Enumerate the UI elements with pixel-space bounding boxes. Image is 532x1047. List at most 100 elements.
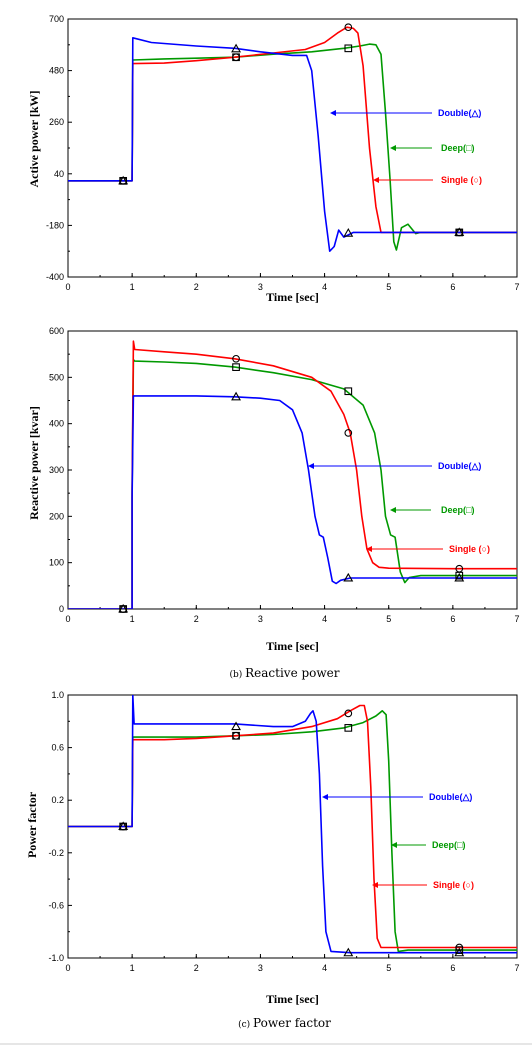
series-line-circle: [68, 26, 517, 234]
annotation-label: Single (○): [433, 880, 474, 890]
circle-marker: [344, 709, 353, 718]
x-tick-label: 0: [65, 282, 70, 292]
annotation-label: Deep(□): [432, 840, 465, 850]
square-marker: [344, 724, 353, 732]
chart-panel: 0 1 2 3 4 5 6 7 0 100 200 300 400 500 600 Time [sec] Rea…: [27, 326, 520, 680]
x-tick-label: 7: [514, 963, 519, 973]
series-line-triangle: [68, 37, 517, 252]
caption-text: Reactive power: [245, 666, 340, 680]
y-tick-label: -180: [46, 220, 64, 230]
x-tick-label: 5: [386, 282, 391, 292]
panel-caption: (b) Reactive power: [229, 666, 339, 680]
annotation-label: Double(△): [438, 108, 481, 118]
series-line-square: [68, 43, 517, 251]
y-tick-label: 0: [59, 604, 64, 614]
x-tick-label: 1: [130, 614, 135, 624]
triangle-marker: [231, 43, 242, 53]
x-tick-label: 3: [258, 963, 263, 973]
square-marker: [232, 363, 240, 371]
annotation-label: Double(△): [429, 792, 472, 802]
triangle-marker: [343, 572, 354, 582]
x-tick-label: 5: [386, 963, 391, 973]
square-marker: [344, 44, 353, 53]
x-tick-label: 2: [194, 963, 199, 973]
plot-frame: [67, 330, 518, 610]
x-tick-label: 3: [258, 282, 263, 292]
x-tick-label: 1: [130, 282, 135, 292]
square-marker: [119, 822, 128, 831]
x-tick-label: 7: [514, 282, 519, 292]
triangle-marker: [454, 947, 465, 957]
square-marker: [455, 946, 464, 954]
annotation-arrowhead: [308, 463, 314, 469]
square-marker: [232, 53, 240, 62]
square-marker: [119, 176, 128, 185]
y-tick-label: 100: [49, 558, 64, 568]
y-axis-label: Active power [kW]: [27, 90, 41, 187]
y-tick-label: 200: [49, 511, 64, 521]
annotation-arrowhead: [373, 177, 379, 183]
annotation-arrowhead: [372, 882, 378, 888]
y-axis-label: Power factor: [25, 791, 39, 858]
annotation-label: Double(△): [438, 461, 481, 471]
annotation-arrowhead: [390, 507, 396, 513]
x-tick-label: 4: [322, 282, 327, 292]
y-tick-label: 600: [49, 326, 64, 336]
chart-panel: 0 1 2 3 4 5 6 7 -400 -180 40 260 480 700 Time [sec] Act…: [27, 14, 520, 348]
y-axis-label: Reactive power [kvar]: [27, 406, 41, 520]
caption-text: Power factor: [253, 1016, 331, 1030]
caption-letter: (c): [238, 1019, 253, 1030]
y-tick-label: -400: [46, 272, 64, 282]
x-tick-label: 6: [450, 282, 455, 292]
annotation-label: Single (○): [449, 544, 490, 554]
x-axis-label: Time [sec]: [266, 992, 319, 1006]
x-tick-label: 1: [130, 963, 135, 973]
triangle-marker: [454, 572, 465, 582]
square-marker: [455, 571, 464, 580]
annotation-arrowhead: [391, 842, 397, 848]
triangle-marker: [231, 391, 242, 401]
annotation-arrowhead: [390, 145, 396, 151]
plot-frame: [67, 18, 518, 278]
y-tick-label: 1.0: [51, 690, 64, 700]
caption-letter: (b): [229, 669, 245, 680]
series-line-triangle: [68, 395, 517, 609]
circle-marker: [344, 23, 353, 32]
x-tick-label: 4: [322, 614, 327, 624]
annotation-label: Single (○): [441, 175, 482, 185]
x-tick-label: 4: [322, 963, 327, 973]
annotation-label: Deep(□): [441, 143, 474, 153]
x-tick-label: 3: [258, 614, 263, 624]
square-marker: [344, 387, 353, 396]
y-tick-label: 480: [49, 66, 64, 76]
triangle-marker: [343, 228, 354, 237]
chart-panel: 0 1 2 3 4 5 6 7 -1.0 -0.6 -0.2 0.2 0.6 1.0 Time [sec] P…: [25, 690, 520, 1030]
y-tick-label: 700: [49, 14, 64, 24]
y-tick-label: -0.2: [48, 848, 64, 858]
annotation-arrowhead: [366, 546, 372, 552]
y-tick-label: 300: [49, 465, 64, 475]
series-line-square: [68, 710, 517, 953]
plot-frame: [67, 694, 518, 959]
triangle-marker: [343, 947, 354, 957]
annotation-label: Deep(□): [441, 505, 474, 515]
x-axis-label: Time [sec]: [266, 290, 319, 304]
triangle-marker: [231, 721, 242, 731]
x-tick-label: 0: [65, 963, 70, 973]
x-axis-label: Time [sec]: [266, 639, 319, 653]
x-tick-label: 2: [194, 282, 199, 292]
y-tick-label: 500: [49, 372, 64, 382]
y-tick-label: 260: [49, 117, 64, 127]
x-tick-label: 6: [450, 963, 455, 973]
series-line-triangle: [68, 695, 517, 954]
annotation-arrowhead: [322, 794, 328, 800]
y-tick-label: 0.2: [51, 795, 64, 805]
x-tick-label: 0: [65, 614, 70, 624]
x-tick-label: 5: [386, 614, 391, 624]
square-marker: [119, 605, 128, 613]
x-tick-label: 6: [450, 614, 455, 624]
x-tick-label: 2: [194, 614, 199, 624]
y-tick-label: 0.6: [51, 743, 64, 753]
circle-marker: [344, 429, 353, 437]
